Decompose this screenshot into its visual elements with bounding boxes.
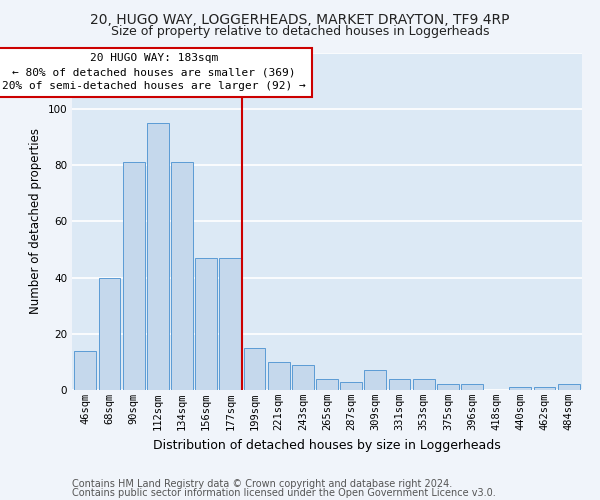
Bar <box>558 384 580 390</box>
Bar <box>316 379 338 390</box>
Bar <box>437 384 459 390</box>
Bar <box>244 348 265 390</box>
Bar <box>171 162 193 390</box>
Bar <box>268 362 290 390</box>
Text: Contains HM Land Registry data © Crown copyright and database right 2024.: Contains HM Land Registry data © Crown c… <box>72 479 452 489</box>
Bar <box>509 387 531 390</box>
Text: Size of property relative to detached houses in Loggerheads: Size of property relative to detached ho… <box>111 25 489 38</box>
Bar <box>195 258 217 390</box>
Bar <box>123 162 145 390</box>
Text: 20, HUGO WAY, LOGGERHEADS, MARKET DRAYTON, TF9 4RP: 20, HUGO WAY, LOGGERHEADS, MARKET DRAYTO… <box>90 12 510 26</box>
Bar <box>461 384 483 390</box>
Bar <box>364 370 386 390</box>
Text: Contains public sector information licensed under the Open Government Licence v3: Contains public sector information licen… <box>72 488 496 498</box>
Bar <box>98 278 121 390</box>
Bar <box>340 382 362 390</box>
X-axis label: Distribution of detached houses by size in Loggerheads: Distribution of detached houses by size … <box>153 438 501 452</box>
Text: 20 HUGO WAY: 183sqm
← 80% of detached houses are smaller (369)
20% of semi-detac: 20 HUGO WAY: 183sqm ← 80% of detached ho… <box>2 53 306 91</box>
Bar <box>220 258 241 390</box>
Bar <box>74 350 96 390</box>
Bar <box>533 387 556 390</box>
Bar <box>389 379 410 390</box>
Bar <box>147 123 169 390</box>
Y-axis label: Number of detached properties: Number of detached properties <box>29 128 42 314</box>
Bar <box>292 364 314 390</box>
Bar <box>413 379 434 390</box>
